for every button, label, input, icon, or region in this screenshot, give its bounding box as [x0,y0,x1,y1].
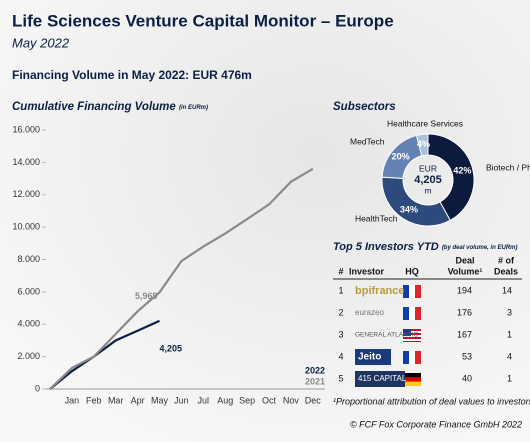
x-tick-label: Feb [86,395,102,405]
col-header: # of [498,255,515,265]
deal-count: 4 [507,351,512,361]
y-tick-label: 4.000 [17,319,40,329]
x-tick-label: Oct [262,395,277,405]
flag-fr [403,307,421,320]
logo-box [355,371,405,387]
y-tick-label: 2.000 [17,351,40,361]
investor-logo: bpifrance [355,285,405,297]
col-header: HQ [405,266,419,276]
rank: 4 [338,351,343,361]
deal-count: 14 [502,285,512,295]
slice-name: HealthTech [355,213,398,223]
title: Life Sciences Venture Capital Monitor – … [12,11,394,30]
y-tick-label: 12.000 [12,189,40,199]
deal-count: 1 [507,329,512,339]
logo-box [355,349,391,365]
slice-name: Biotech / Pharma [486,162,530,172]
x-tick-label: Jul [198,395,210,405]
copyright: © FCF Fox Corporate Finance GmbH 2022 [350,419,522,429]
investor-logo: Jeito [358,352,381,363]
flag-fr [403,351,421,364]
series-line [49,319,160,390]
y-tick-label: 8.000 [17,254,40,264]
x-tick-label: Jun [174,395,189,405]
deal-volume: 53 [462,351,472,361]
flag-de [403,373,421,386]
line-unit: (in EURm) [179,105,208,111]
donut-center: EUR [419,163,437,173]
x-tick-label: Aug [217,395,233,405]
subtitle: May 2022 [12,35,70,50]
donut-slice [381,176,451,227]
x-tick-label: Sep [239,395,255,405]
legend-label: 2022 [305,365,325,375]
table-title-text: Top 5 Investors YTD [333,241,439,253]
donut-center: m [424,185,431,195]
donut-title: Subsectors [333,101,396,113]
col-header: Deals [494,266,518,276]
line-title: Cumulative Financing Volume (in EURm) [12,101,208,113]
donut-slice [415,133,429,157]
x-tick-label: Apr [131,395,145,405]
slice-label: 4% [417,139,430,149]
rank: 3 [338,329,343,339]
data-label: 5,969 [135,291,158,301]
legend-label: 2021 [305,376,325,386]
investor-logo: 415 CAPITAL [358,374,407,383]
rank: 5 [338,373,343,383]
line-title-text: Cumulative Financing Volume [12,101,176,113]
deal-count: 1 [507,373,512,383]
headline: Financing Volume in May 2022: EUR 476m [12,68,252,82]
investor-logo: eurazeo [355,308,384,317]
col-header: Investor [349,266,385,276]
x-tick-label: May [151,395,169,405]
rank: 1 [338,285,343,295]
deal-volume: 194 [457,285,472,295]
slice-name: MedTech [350,136,385,146]
slice-label: 34% [400,204,418,214]
y-tick-label: 16.000 [12,124,40,134]
table-title: Top 5 Investors YTD (by deal volume, in … [333,241,518,253]
donut-center: 4,205 [414,174,442,186]
data-label: 4,205 [160,343,183,353]
deal-volume: 167 [457,329,472,339]
col-header: # [338,266,343,276]
x-tick-label: Mar [108,395,124,405]
table-subtitle: (by deal volume, in EURm) [442,245,518,251]
col-header: Deal [455,255,474,265]
deal-count: 3 [507,307,512,317]
flag-us [403,329,421,342]
col-header: Volume¹ [448,266,483,276]
flag-fr [403,285,421,298]
x-tick-label: Nov [283,395,300,405]
slice-name: Healthcare Services [387,118,463,128]
investor-logo: GENERAL ATLANTIC [355,332,419,339]
x-tick-label: Jan [65,395,80,405]
series-line [49,167,314,390]
deal-volume: 176 [457,307,472,317]
footnote: ¹Proportional attribution of deal values… [333,396,530,406]
y-tick-label: 10.000 [12,222,40,232]
flags [403,285,421,386]
y-tick-label: 14.000 [12,157,40,167]
y-tick-label: 0 [35,383,40,393]
y-tick-label: 6.000 [17,286,40,296]
slice-label: 42% [453,166,471,176]
deal-volume: 40 [462,373,472,383]
rank: 2 [338,307,343,317]
donut-slice [427,133,475,221]
x-tick-label: Dec [305,395,322,405]
slice-label: 20% [392,152,410,162]
